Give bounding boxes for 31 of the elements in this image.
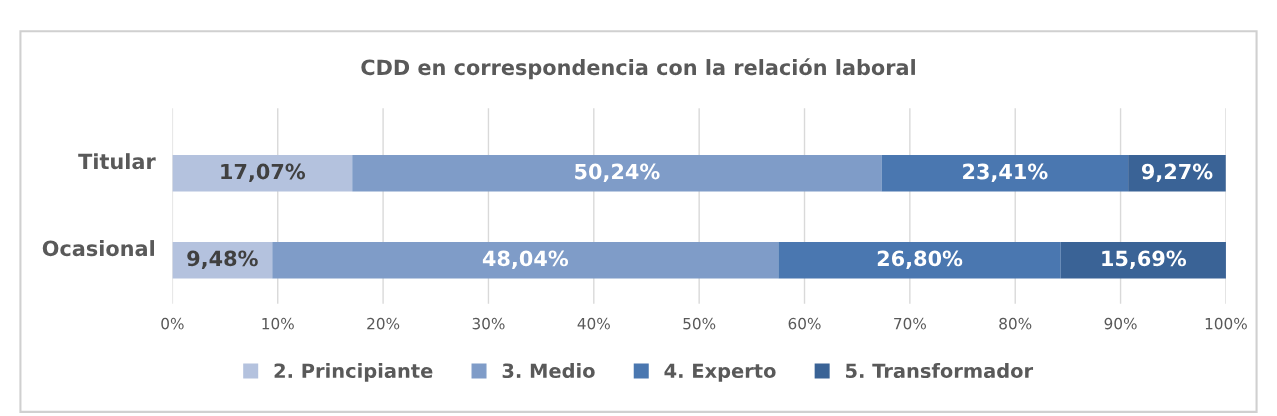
legend-label: 3. Medio	[502, 363, 595, 379]
bar	[778, 241, 1061, 279]
x-tick-label: 30%	[472, 317, 505, 330]
bar	[881, 155, 1129, 192]
y-tick-label: Titular	[78, 153, 156, 170]
data-label: 50,24%	[575, 163, 660, 183]
bar	[272, 241, 779, 279]
y-tick-label: Ocasional	[42, 240, 154, 257]
bar	[352, 155, 882, 192]
x-tick-label: 60%	[788, 317, 821, 330]
x-tick-label: 40%	[577, 317, 610, 330]
x-tick-label: 90%	[1104, 317, 1137, 330]
data-label: 9,27%	[1141, 163, 1213, 183]
x-tick-label: 100%	[1205, 317, 1247, 330]
x-tick-label: 50%	[683, 317, 716, 330]
legend-label: 2. Principiante	[274, 363, 433, 382]
chart-title: CDD en correspondencia con la relación laboral	[361, 58, 915, 80]
x-tick-label: 20%	[367, 317, 400, 330]
x-tick-label: 10%	[262, 317, 294, 330]
data-label: 17,07%	[221, 163, 306, 183]
x-tick-label: 80%	[999, 317, 1032, 330]
legend-label: 4. Experto	[664, 363, 776, 382]
x-tick-label: 70%	[894, 317, 926, 330]
x-tick-label: 0%	[161, 317, 184, 330]
bar	[172, 155, 353, 192]
data-label: 26,80%	[877, 250, 963, 269]
legend-label: 5. Transformador	[846, 363, 1034, 379]
data-label: 48,04%	[482, 250, 569, 269]
data-label: 23,41%	[963, 163, 1048, 183]
data-label: 9,48%	[187, 250, 258, 269]
data-label: 15,69%	[1102, 250, 1187, 269]
